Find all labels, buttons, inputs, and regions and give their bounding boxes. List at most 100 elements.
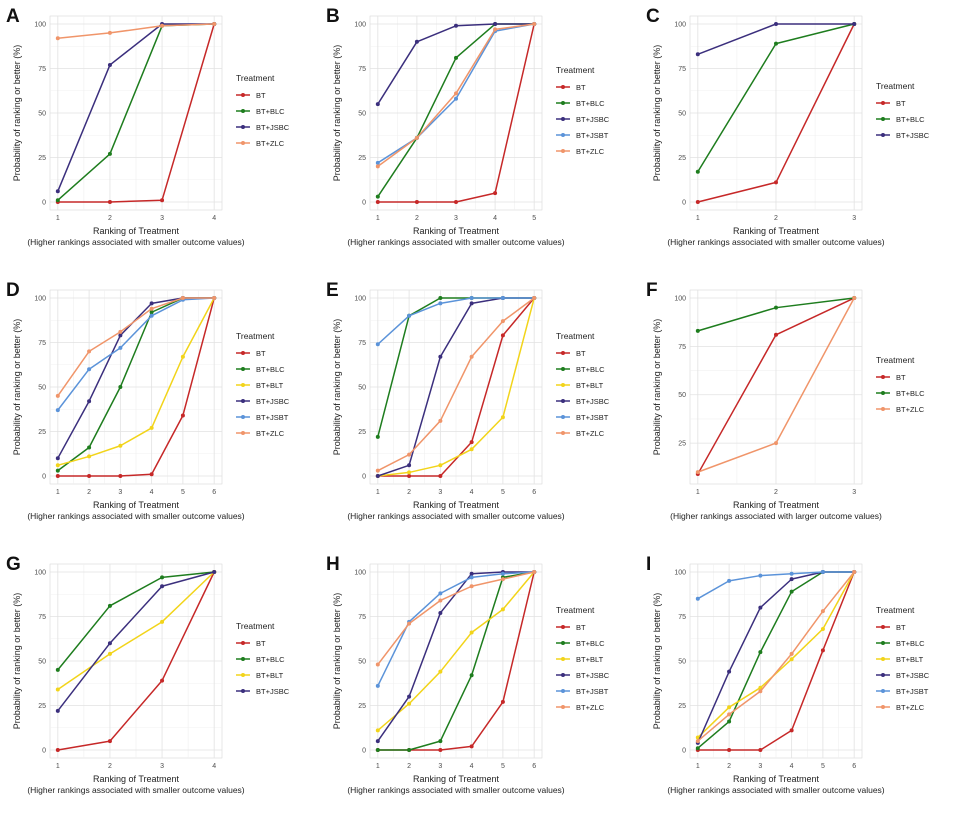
x-axis-subtitle: (Higher rankings associated with smaller… [347, 237, 564, 247]
data-point-bt-blt [180, 354, 185, 359]
data-point-bt-blc [789, 589, 794, 594]
legend-key-point [561, 149, 565, 153]
legend-label: BT+BLT [576, 655, 604, 664]
data-point-bt [454, 199, 458, 204]
legend-label: BT [576, 83, 586, 92]
data-point-bt-jsbc [852, 22, 857, 27]
y-tick-label: 50 [38, 111, 46, 118]
x-axis-title: Ranking of Treatment [413, 774, 500, 784]
series-line-bt [57, 23, 215, 203]
data-point-bt [727, 747, 732, 752]
data-point-bt-blt [118, 443, 123, 448]
data-point-bt-jsbc [414, 39, 419, 44]
legend-title: Treatment [236, 331, 275, 341]
x-axis-title: Ranking of Treatment [733, 500, 820, 510]
data-point-bt-jsbt [375, 160, 380, 165]
y-tick-label: 0 [362, 199, 366, 206]
legend-label: BT [256, 639, 266, 648]
x-tick-label: 5 [821, 763, 825, 770]
data-point-bt-jsbt [375, 342, 380, 347]
data-point-bt-jsbc [55, 456, 60, 461]
data-point-bt [774, 180, 778, 185]
data-point-bt-blc [727, 719, 732, 724]
legend-key-point [561, 657, 565, 661]
legend-label: BT+ZLC [576, 703, 605, 712]
x-tick-label: 2 [108, 215, 112, 222]
data-point-bt-blc [375, 434, 380, 439]
data-point-bt-blt [695, 735, 700, 740]
panel-d: D 0 25 50 75 100 1 2 3 4 5 6 Probability of ranking … [6, 280, 290, 521]
panel-letter: C [646, 6, 660, 27]
legend-label: BT+JSBC [576, 397, 610, 406]
y-axis-title: Probability of ranking or better (%) [652, 319, 662, 456]
data-point-bt-zlc [438, 418, 443, 423]
data-point-bt-zlc [118, 329, 123, 334]
data-point-bt-zlc [774, 441, 778, 446]
data-point-bt-jsbt [454, 96, 458, 101]
data-point-bt-blc [160, 575, 165, 580]
legend-label: BT+ZLC [256, 139, 285, 148]
legend-title: Treatment [556, 331, 595, 341]
panel-c: C 0 25 50 75 100 1 2 3 Probability of ranking or … [646, 6, 930, 247]
data-point-bt [438, 747, 443, 752]
legend-key-point [561, 689, 565, 693]
data-point-bt-zlc [375, 468, 380, 473]
y-tick-label: 100 [34, 570, 46, 577]
x-tick-label: 2 [727, 763, 731, 770]
data-point-bt-blc [55, 468, 60, 473]
data-point-bt [55, 747, 60, 752]
data-point-bt-jsbt [118, 345, 123, 350]
legend-key-point [561, 351, 565, 355]
y-tick-label: 75 [678, 66, 686, 73]
data-point-bt-jsbc [87, 399, 92, 404]
data-point-bt-blt [107, 651, 112, 656]
legend-key-point [241, 125, 245, 129]
data-point-bt [107, 199, 112, 204]
x-tick-label: 3 [454, 215, 458, 222]
data-point-bt-zlc [727, 712, 732, 717]
data-point-bt-jsbt [149, 313, 154, 318]
data-point-bt [118, 473, 123, 478]
data-point-bt-jsbc [55, 189, 60, 194]
y-tick-label: 25 [358, 703, 366, 710]
legend-label: BT [896, 99, 906, 108]
data-point-bt-blc [107, 151, 112, 156]
panel-i: I 0 25 50 75 100 1 2 3 4 5 6 Probability of ranking … [646, 554, 930, 795]
data-point-bt-blt [55, 463, 60, 468]
data-point-bt [758, 747, 763, 752]
y-tick-label: 0 [42, 199, 46, 206]
data-point-bt-blc [438, 739, 443, 744]
x-axis-subtitle: (Higher rankings associated with smaller… [347, 785, 564, 795]
data-point-bt-zlc [180, 296, 185, 301]
legend-key-point [241, 415, 245, 419]
legend-key-point [561, 101, 565, 105]
data-point-bt-blc [469, 673, 474, 678]
x-tick-label: 6 [212, 489, 216, 496]
y-tick-label: 0 [362, 473, 366, 480]
data-point-bt-jsbc [454, 23, 458, 28]
legend-label: BT+JSBC [896, 131, 930, 140]
data-point-bt [500, 333, 505, 338]
panel-letter: E [326, 280, 339, 301]
data-point-bt-zlc [87, 349, 92, 354]
legend-label: BT+BLT [256, 671, 284, 680]
panel-letter: D [6, 280, 20, 301]
y-tick-label: 50 [358, 111, 366, 118]
y-tick-label: 50 [358, 659, 366, 666]
y-tick-label: 25 [38, 429, 46, 436]
x-tick-label: 4 [212, 763, 216, 770]
legend-label: BT+BLC [256, 107, 285, 116]
legend-label: BT+JSBC [896, 671, 930, 680]
y-tick-label: 100 [34, 296, 46, 303]
legend-label: BT+JSBC [576, 671, 610, 680]
y-axis-title: Probability of ranking or better (%) [332, 45, 342, 182]
x-tick-label: 1 [56, 215, 60, 222]
x-tick-label: 2 [407, 763, 411, 770]
data-point-bt-zlc [107, 30, 112, 35]
data-point-bt-zlc [407, 621, 412, 626]
legend-label: BT+BLC [256, 365, 285, 374]
y-tick-label: 75 [38, 614, 46, 621]
data-point-bt-blc [149, 310, 154, 315]
x-axis-subtitle: (Higher rankings associated with smaller… [347, 511, 564, 521]
data-point-bt-zlc [532, 570, 537, 575]
